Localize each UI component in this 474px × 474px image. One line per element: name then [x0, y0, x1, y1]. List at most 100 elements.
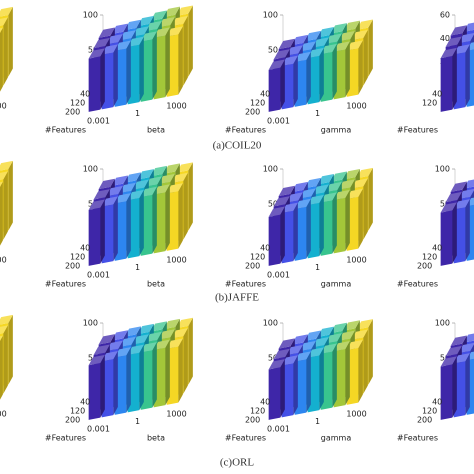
x-axis-label: beta: [147, 434, 165, 443]
bar-top: [343, 169, 360, 180]
bar-top: [453, 199, 470, 210]
bar-side: [332, 43, 337, 100]
feature-tick-label: 120: [422, 406, 437, 415]
bar-side: [8, 160, 13, 231]
bar-top: [0, 171, 8, 181]
bar-side: [126, 193, 131, 259]
bar-side: [306, 351, 311, 413]
x-tick-label: 1000: [166, 409, 186, 418]
bar-top: [150, 10, 167, 21]
bar-top: [124, 172, 141, 183]
bar-top: [325, 333, 342, 344]
bar-top: [278, 38, 295, 50]
bar-front: [268, 214, 281, 266]
x-tick-label: 1000: [346, 101, 366, 110]
bar-side: [178, 183, 183, 249]
bar-side: [280, 359, 285, 418]
bar-top: [114, 40, 131, 51]
bar-top: [346, 339, 363, 351]
bar-side: [188, 162, 193, 231]
bar-top: [346, 188, 363, 200]
bar-top: [98, 334, 115, 345]
bar-top: [351, 178, 368, 189]
feature-tick-label: 40: [432, 243, 442, 252]
bar-top: [278, 338, 295, 349]
bar-top: [98, 178, 115, 190]
bar-top: [171, 172, 188, 184]
x-tick-label: 1000: [166, 255, 186, 264]
bar-top: [453, 353, 470, 364]
bar-top: [153, 339, 170, 350]
bar-side: [165, 184, 170, 252]
caption: (a)COIL20: [213, 140, 262, 152]
bar-top: [320, 343, 337, 354]
bar-top: [307, 347, 324, 358]
x-axis-label: beta: [147, 280, 165, 289]
bar-side: [358, 339, 363, 403]
bar-side: [126, 40, 131, 105]
y-axis-label: #Features: [397, 280, 438, 289]
x-tick-label: 1: [135, 109, 140, 118]
bar-top: [281, 355, 298, 366]
bar-top: [273, 348, 290, 360]
bar-top: [286, 344, 303, 356]
bar-front: [440, 55, 453, 112]
bar-front: [268, 367, 281, 420]
bar-side: [178, 26, 183, 95]
bar-top: [124, 19, 141, 31]
bar-top: [0, 6, 13, 17]
bar-side: [345, 189, 350, 252]
caption: (b)JAFFE: [215, 292, 259, 304]
bar-top: [268, 206, 285, 217]
bar-side: [280, 206, 285, 264]
bar-side: [152, 342, 157, 408]
bar-top: [150, 165, 167, 177]
bar-top: [291, 334, 308, 345]
feature-tick-label: 40: [80, 243, 90, 252]
bar-top: [111, 175, 128, 186]
bar-side: [0, 335, 3, 400]
bar-top: [273, 49, 290, 60]
x-axis-label: beta: [147, 126, 165, 135]
bar-side: [368, 167, 373, 231]
feature-tick-label: 40: [260, 397, 270, 406]
feature-tick-label: 40: [80, 397, 90, 406]
z-tick-label: 100: [83, 319, 98, 328]
bar-side: [319, 47, 324, 103]
bar-top: [268, 59, 285, 70]
z-tick-label: 100: [83, 11, 98, 20]
y-axis-label: #Features: [225, 434, 266, 443]
x-tick-label: 1000: [0, 255, 7, 264]
z-tick-label: 100: [83, 165, 98, 174]
bar-top: [0, 160, 13, 171]
y-axis-label: #Features: [45, 126, 86, 135]
x-tick-label: 0.001: [267, 424, 290, 433]
bar-top: [450, 181, 467, 192]
bar: [0, 335, 3, 400]
bar-top: [88, 199, 105, 210]
bar-side: [363, 329, 368, 394]
bar-side: [0, 181, 3, 246]
bar-top: [93, 344, 110, 355]
bar-top: [88, 48, 105, 59]
feature-tick-label: 200: [65, 415, 80, 424]
bar-top: [145, 331, 162, 343]
bar-top: [281, 202, 298, 213]
bar: [440, 47, 457, 112]
bar-side: [3, 171, 8, 240]
bar-front: [268, 67, 281, 112]
bar-top: [111, 23, 128, 34]
x-tick-label: 0.001: [87, 116, 110, 125]
bar-top: [440, 47, 457, 59]
bar-top: [338, 31, 355, 42]
bar-front: [440, 210, 453, 266]
x-tick-label: 1: [315, 417, 320, 426]
caption: (c)ORL: [220, 457, 254, 469]
bar-side: [183, 172, 188, 240]
bar-top: [333, 189, 350, 201]
bar-top: [166, 26, 183, 37]
feature-tick-label: 120: [70, 98, 85, 107]
bar-top: [304, 330, 321, 341]
bar-top: [317, 27, 334, 38]
